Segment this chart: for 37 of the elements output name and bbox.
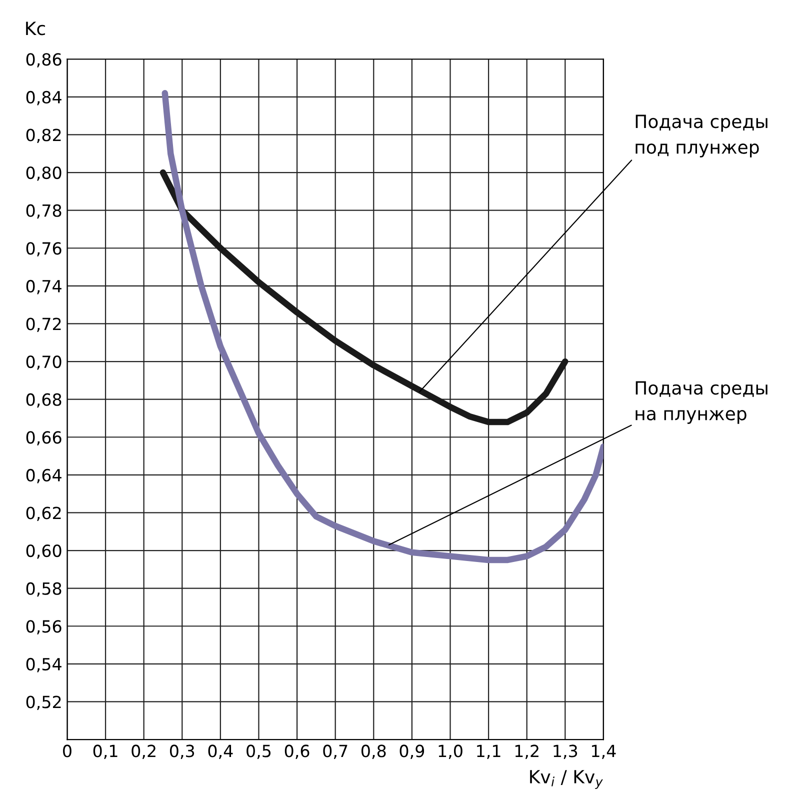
x-tick-label: 1,1 <box>477 744 500 759</box>
y-tick-label: 0,56 <box>26 620 62 634</box>
y-tick-label: 0,68 <box>26 393 62 408</box>
x-tick-label: 0,4 <box>208 744 233 759</box>
annotation: Подача среды под плунжер <box>636 114 768 158</box>
x-tick-label: 0 <box>63 744 72 758</box>
y-tick-label: 0,70 <box>26 355 62 370</box>
x-tick-label: 0,8 <box>361 744 386 759</box>
y-tick-label: 0,64 <box>26 468 62 484</box>
y-tick-label: 0,86 <box>26 53 62 68</box>
x-tick-label: 1,2 <box>515 744 538 759</box>
x-tick-label: 0,9 <box>400 744 424 759</box>
y-tick-label: 0,78 <box>26 204 62 219</box>
x-tick-label: 0,2 <box>132 744 156 759</box>
x-tick-label: 0,6 <box>284 744 310 759</box>
x-tick-label: 1,3 <box>554 744 578 759</box>
y-tick-label: 0,80 <box>26 166 62 181</box>
y-tick-label: 0,82 <box>26 128 61 143</box>
y-tick-label: 0,84 <box>26 90 62 106</box>
x-tick-label: 0,3 <box>170 744 194 759</box>
y-tick-label: 0,58 <box>26 582 62 597</box>
x-tick-label: 1,4 <box>592 744 616 759</box>
x-axis-title: Kv$_{i}$ / Kv$_{y}$ <box>530 770 603 789</box>
x-tick-label: 0,7 <box>323 744 348 759</box>
y-tick-label: 0,66 <box>26 431 62 446</box>
y-tick-label: 0,52 <box>26 696 61 710</box>
x-tick-label: 0,1 <box>93 744 118 759</box>
y-axis-title: Kc <box>26 22 45 36</box>
y-tick-label: 0,60 <box>26 544 62 559</box>
y-tick-label: 0,72 <box>26 318 61 332</box>
y-tick-label: 0,54 <box>26 658 62 672</box>
x-tick-label: 1,0 <box>438 744 462 759</box>
y-tick-label: 0,62 <box>26 506 61 521</box>
annotation: Подача среды на плунжер <box>636 381 768 424</box>
x-tick-label: 0,5 <box>246 744 271 759</box>
y-tick-label: 0,76 <box>26 242 62 256</box>
y-tick-label: 0,74 <box>26 280 62 294</box>
